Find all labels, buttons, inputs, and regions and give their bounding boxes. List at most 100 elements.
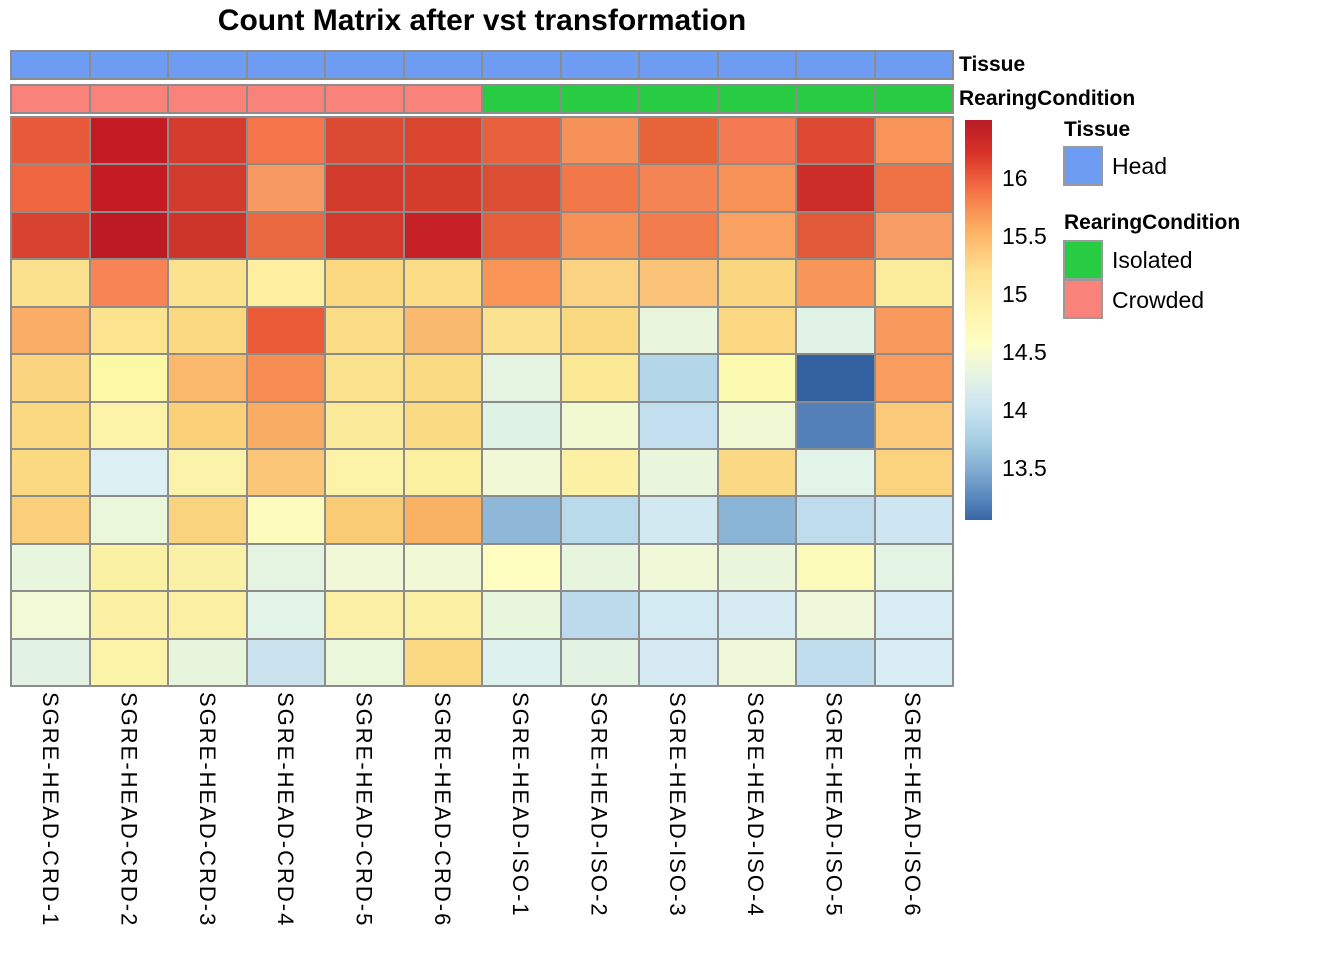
heatmap-cell: [12, 307, 89, 354]
heatmap-cell: [326, 592, 403, 638]
heatmap-grid: [10, 116, 954, 687]
colorbar-tick-label: 14.5: [1002, 338, 1047, 365]
annotation-track-label-rearingcondition: RearingCondition: [959, 87, 1136, 110]
heatmap-cell: [404, 497, 481, 543]
heatmap-cell: [797, 402, 874, 448]
annotation-track-tissue: [10, 50, 954, 80]
heatmap-cell: [90, 118, 167, 164]
heatmap-cell: [875, 260, 952, 306]
heatmap-cell: [247, 449, 324, 496]
colorbar-tick-label: 13.5: [1002, 454, 1047, 481]
annotation-cell: [561, 52, 638, 78]
heatmap-cell: [169, 355, 246, 401]
heatmap-cell: [875, 449, 952, 496]
colorbar-tick-label: 15: [1002, 280, 1028, 307]
heatmap-cell: [561, 639, 638, 685]
heatmap-cell: [247, 165, 324, 211]
heatmap-cell: [169, 497, 246, 543]
heatmap-cell: [12, 639, 89, 685]
annotation-cell: [247, 86, 324, 112]
heatmap-cell: [90, 497, 167, 543]
annotation-cell: [90, 86, 167, 112]
heatmap-cell: [12, 449, 89, 496]
heatmap-cell: [483, 212, 560, 259]
chart-title: Count Matrix after vst transformation: [217, 4, 747, 37]
heatmap-cell: [483, 544, 560, 591]
heatmap-cell: [797, 592, 874, 638]
heatmap-cell: [875, 307, 952, 354]
heatmap-cell: [640, 402, 717, 448]
heatmap-cell: [797, 639, 874, 685]
heatmap-cell: [90, 260, 167, 306]
heatmap-cell: [169, 402, 246, 448]
heatmap-cell: [404, 402, 481, 448]
annotation-cell: [90, 52, 167, 78]
heatmap-cell: [718, 307, 795, 354]
heatmap-cell: [561, 118, 638, 164]
heatmap-cell: [483, 307, 560, 354]
column-label: SGRE-HEAD-ISO-4: [743, 692, 769, 918]
heatmap-cell: [326, 118, 403, 164]
heatmap-cell: [247, 592, 324, 638]
heatmap-cell: [404, 212, 481, 259]
heatmap-cell: [247, 497, 324, 543]
annotation-cell: [875, 86, 952, 112]
heatmap-cell: [797, 260, 874, 306]
heatmap-cell: [247, 402, 324, 448]
column-label: SGRE-HEAD-ISO-6: [899, 692, 925, 918]
column-label: SGRE-HEAD-CRD-5: [351, 692, 377, 928]
heatmap-cell: [718, 260, 795, 306]
heatmap-cell: [640, 355, 717, 401]
annotation-cell: [12, 52, 89, 78]
heatmap-cell: [797, 449, 874, 496]
colorbar-tick-label: 16: [1002, 164, 1028, 191]
heatmap-cell: [326, 497, 403, 543]
heatmap-cell: [640, 497, 717, 543]
heatmap-cell: [12, 355, 89, 401]
heatmap-cell: [326, 212, 403, 259]
heatmap-cell: [640, 165, 717, 211]
heatmap-cell: [169, 165, 246, 211]
heatmap-cell: [561, 402, 638, 448]
heatmap-cell: [326, 449, 403, 496]
heatmap-cell: [483, 592, 560, 638]
heatmap-cell: [640, 592, 717, 638]
heatmap-cell: [90, 165, 167, 211]
heatmap-cell: [404, 260, 481, 306]
heatmap-cell: [875, 212, 952, 259]
heatmap-cell: [404, 165, 481, 211]
annotation-cell: [875, 52, 952, 78]
column-label: SGRE-HEAD-ISO-2: [586, 692, 612, 918]
heatmap-cell: [561, 307, 638, 354]
heatmap-cell: [483, 449, 560, 496]
heatmap-cell: [326, 355, 403, 401]
heatmap-cell: [640, 307, 717, 354]
annotation-cell: [640, 52, 717, 78]
heatmap-cell: [169, 544, 246, 591]
annotation-cell: [797, 86, 874, 112]
heatmap-cell: [561, 212, 638, 259]
annotation-track-rearingcondition: [10, 84, 954, 114]
heatmap-cell: [875, 355, 952, 401]
heatmap-cell: [247, 639, 324, 685]
annotation-cell: [404, 52, 481, 78]
colorbar-gradient: [965, 120, 992, 520]
annotation-track-label-tissue: Tissue: [959, 53, 1026, 76]
heatmap-cell: [797, 212, 874, 259]
heatmap-cell: [90, 592, 167, 638]
heatmap-cell: [12, 165, 89, 211]
heatmap-cell: [326, 165, 403, 211]
annotation-cell: [561, 86, 638, 112]
heatmap-cell: [12, 260, 89, 306]
heatmap-cell: [875, 592, 952, 638]
legend-swatch-head: [1063, 146, 1103, 186]
heatmap-cell: [718, 118, 795, 164]
heatmap-cell: [12, 118, 89, 164]
heatmap-cell: [797, 118, 874, 164]
legend-swatch-isolated: [1063, 240, 1103, 280]
annotation-cell: [169, 86, 246, 112]
legend-label-crowded: Crowded: [1112, 287, 1205, 313]
annotation-cell: [718, 52, 795, 78]
heatmap-cell: [718, 497, 795, 543]
